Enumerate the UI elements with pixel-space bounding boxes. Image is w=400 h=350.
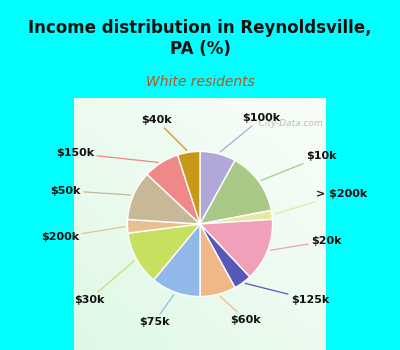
Text: Income distribution in Reynoldsville,
PA (%): Income distribution in Reynoldsville, PA… [28,19,372,58]
Text: $150k: $150k [56,148,158,162]
Wedge shape [200,224,235,296]
Text: $20k: $20k [270,236,341,250]
Wedge shape [128,224,200,280]
Text: $30k: $30k [74,261,134,304]
Wedge shape [147,155,200,224]
Text: $60k: $60k [220,296,261,325]
Text: $125k: $125k [245,284,329,304]
Wedge shape [178,152,200,224]
Text: > $200k: > $200k [275,189,367,214]
Text: City-Data.com: City-Data.com [253,119,323,128]
Wedge shape [200,219,272,277]
Wedge shape [200,224,250,288]
Wedge shape [200,210,272,224]
Wedge shape [128,219,200,233]
Text: White residents: White residents [146,75,254,89]
Wedge shape [154,224,200,296]
Wedge shape [200,152,235,224]
Text: $100k: $100k [220,113,280,152]
Text: $40k: $40k [141,115,187,150]
Text: $10k: $10k [261,152,336,180]
Text: $200k: $200k [41,227,125,242]
Wedge shape [200,160,271,224]
Wedge shape [128,174,200,224]
Text: $75k: $75k [139,295,174,327]
Text: $50k: $50k [51,186,131,196]
